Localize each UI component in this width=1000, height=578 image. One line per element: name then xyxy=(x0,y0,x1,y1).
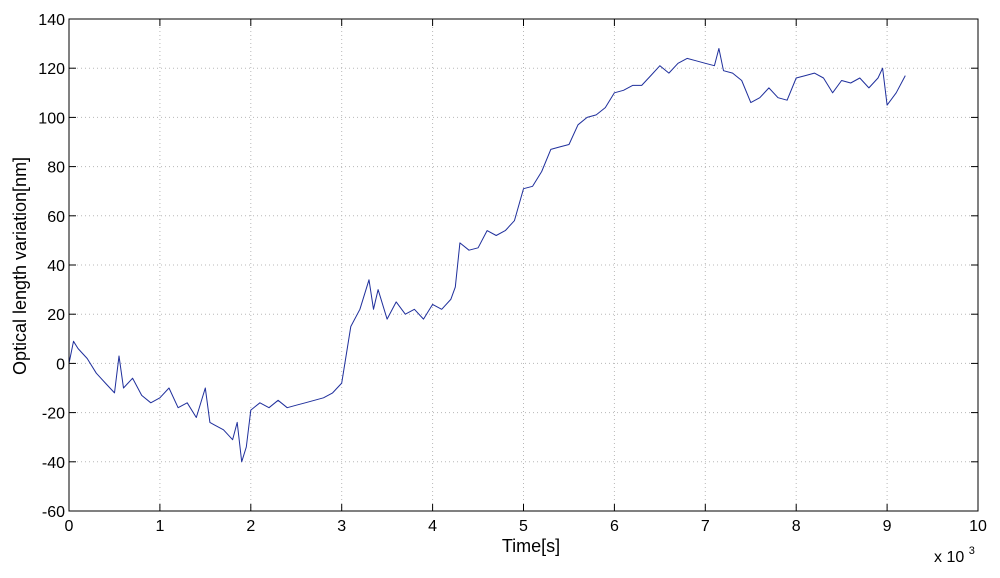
x-axis-label: Time[s] xyxy=(502,536,560,556)
series-line xyxy=(68,48,906,463)
series-layer xyxy=(68,48,906,463)
y-axis-label: Optical length variation[nm] xyxy=(10,157,30,375)
y-tick-label: 20 xyxy=(47,307,65,324)
y-tick-label: 100 xyxy=(38,110,65,127)
x-axis-multiplier: x 10 3 xyxy=(934,545,975,566)
y-tick-label: 140 xyxy=(38,12,65,29)
y-tick-label: 40 xyxy=(47,258,65,275)
x-tick-label: 1 xyxy=(155,518,164,535)
y-tick-label: 0 xyxy=(56,356,65,373)
tick-marks xyxy=(68,18,979,512)
x-tick-label: 4 xyxy=(428,518,437,535)
x-tick-label: 0 xyxy=(65,518,74,535)
x-tick-label: 7 xyxy=(701,518,710,535)
y-tick-label: -40 xyxy=(42,455,65,472)
x-tick-label: 3 xyxy=(337,518,346,535)
x-tick-label: 10 xyxy=(969,518,987,535)
x-tick-label: 6 xyxy=(610,518,619,535)
x-axis-multiplier-exponent: 3 xyxy=(969,545,975,557)
y-tick-label: -60 xyxy=(42,504,65,521)
y-tick-label: 120 xyxy=(38,61,65,78)
x-axis-multiplier-base: x 10 xyxy=(934,549,964,566)
y-tick-label: 60 xyxy=(47,209,65,226)
tick-labels: 0 1 2 3 4 5 6 7 8 9 10 -60 -40 -20 0 20 40 60 80 100 120 140 xyxy=(38,12,987,535)
y-tick-label: 80 xyxy=(47,160,65,177)
x-tick-label: 5 xyxy=(519,518,528,535)
x-tick-label: 2 xyxy=(246,518,255,535)
x-tick-label: 8 xyxy=(792,518,801,535)
y-tick-label: -20 xyxy=(42,406,65,423)
x-tick-label: 9 xyxy=(883,518,892,535)
